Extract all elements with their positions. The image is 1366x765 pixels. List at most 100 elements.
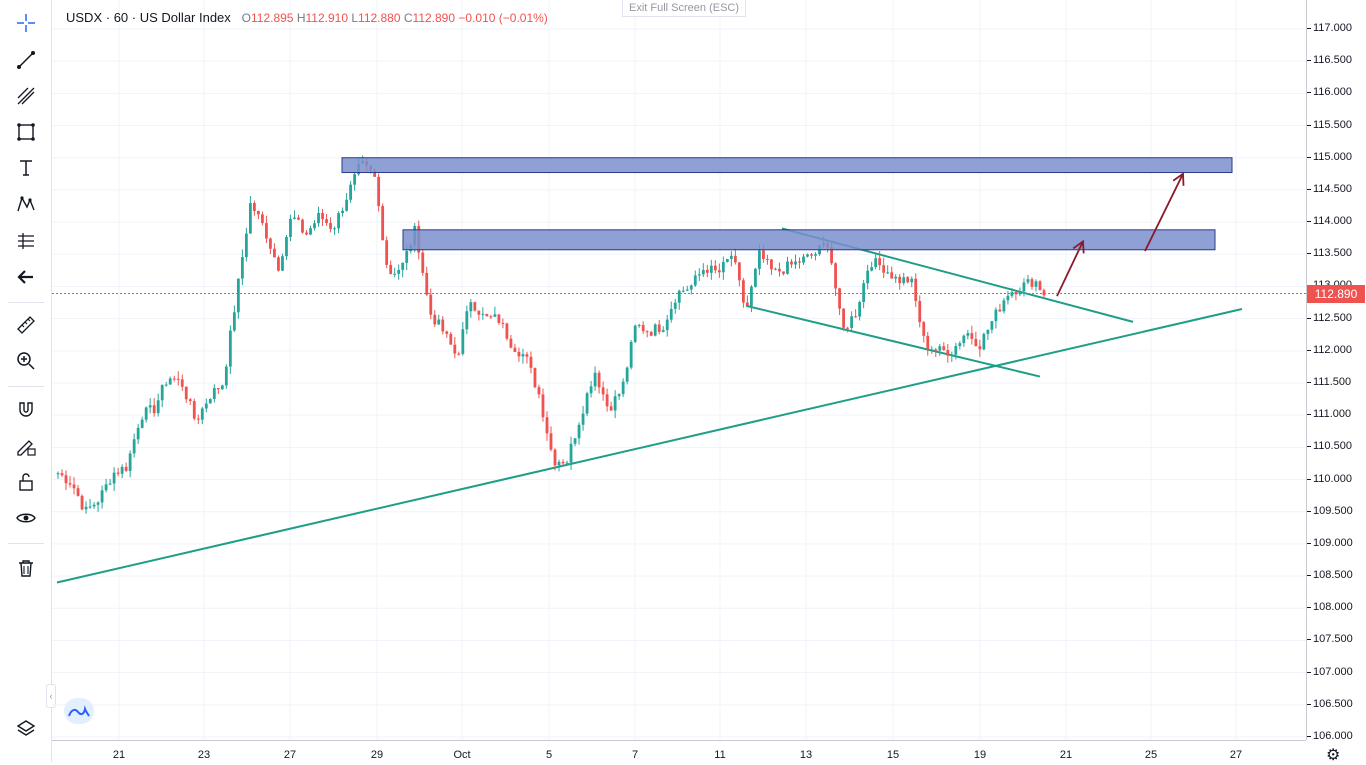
- candle-body: [974, 338, 978, 347]
- candle-body: [906, 277, 910, 283]
- time-axis[interactable]: 21 23 27 29 Oct 5 7 11 13 15 19 21 25 27: [52, 740, 1306, 762]
- candle-body: [156, 400, 160, 414]
- price-tick-label: 106.500: [1307, 698, 1366, 710]
- candle-body: [533, 367, 537, 388]
- candle-body: [806, 254, 809, 257]
- eye-icon[interactable]: [11, 503, 41, 533]
- candle-body: [325, 219, 328, 224]
- candle-body: [653, 324, 657, 336]
- drawing-toolbar: [0, 0, 52, 762]
- price-chart[interactable]: [52, 0, 1306, 740]
- candle-body: [252, 203, 256, 212]
- candle-body: [982, 333, 986, 350]
- candle-body: [509, 338, 513, 348]
- candle-body: [954, 346, 958, 355]
- candle-body: [621, 381, 625, 395]
- candle-body: [433, 314, 437, 325]
- text-icon[interactable]: [11, 153, 41, 183]
- candle-body: [329, 223, 332, 229]
- candle-body: [593, 372, 597, 387]
- candle-body: [745, 302, 749, 306]
- candle-body: [950, 354, 954, 356]
- candle-body: [673, 302, 677, 309]
- candle-body: [200, 408, 204, 420]
- candle-body: [493, 314, 497, 317]
- candle-body: [786, 261, 789, 274]
- candle-body: [986, 329, 990, 334]
- trend-line-icon[interactable]: [11, 45, 41, 75]
- candle-body: [120, 466, 124, 474]
- rectangle-icon[interactable]: [11, 117, 41, 147]
- candle-body: [541, 394, 545, 418]
- candles: [56, 155, 1046, 514]
- candle-body: [421, 252, 425, 273]
- time-tick-label: 21: [1059, 749, 1073, 761]
- candle-body: [553, 449, 557, 466]
- ruler-icon[interactable]: [11, 310, 41, 340]
- exit-fullscreen-button[interactable]: Exit Full Screen (ESC): [622, 0, 747, 17]
- symbol-name[interactable]: USDX: [66, 10, 103, 25]
- candle-body: [681, 290, 685, 292]
- candle-body: [782, 271, 785, 274]
- price-axis[interactable]: 117.000 116.500 116.000 115.500 115.000 114.5…: [1306, 0, 1366, 742]
- candle-body: [188, 399, 192, 402]
- pattern-icon[interactable]: [11, 189, 41, 219]
- candle-body: [866, 270, 870, 284]
- candle-body: [537, 387, 541, 395]
- candle-body: [68, 483, 72, 485]
- interval-label[interactable]: 60: [113, 10, 129, 25]
- candle-body: [705, 269, 709, 273]
- candle-body: [657, 324, 661, 332]
- candle-body: [108, 483, 112, 485]
- candle-body: [737, 262, 741, 281]
- price-tick-label: 116.000: [1307, 86, 1366, 98]
- candle-body: [289, 218, 292, 237]
- candle-body: [565, 462, 569, 464]
- lock-icon[interactable]: [11, 467, 41, 497]
- candle-body: [994, 309, 998, 322]
- trendline-channel-bottom: [745, 304, 1041, 378]
- candle-body: [846, 327, 850, 329]
- fib-icon[interactable]: [11, 81, 41, 111]
- layers-icon[interactable]: [11, 714, 41, 744]
- candle-body: [758, 250, 761, 269]
- crosshair-icon[interactable]: [11, 8, 41, 38]
- candle-body: [517, 351, 521, 357]
- candle-body: [561, 461, 565, 464]
- candle-body: [128, 453, 132, 471]
- candle-body: [770, 259, 773, 270]
- candle-body: [633, 325, 637, 342]
- forecast-arrow-head: [1172, 172, 1185, 186]
- candle-body: [64, 475, 68, 484]
- price-tick-label: 106.000: [1307, 730, 1366, 742]
- candle-body: [878, 258, 882, 266]
- candle-body: [1014, 292, 1018, 295]
- candle-body: [874, 258, 878, 268]
- candle-body: [441, 319, 445, 332]
- candle-body: [609, 406, 613, 411]
- candle-body: [577, 424, 581, 439]
- candle-body: [1006, 295, 1010, 301]
- pencil-lock-icon[interactable]: [11, 431, 41, 461]
- toolbar-collapse-handle[interactable]: ‹: [46, 684, 56, 708]
- candle-body: [601, 387, 605, 395]
- prediction-icon[interactable]: [11, 226, 41, 256]
- candle-body: [96, 502, 100, 505]
- back-arrow-icon[interactable]: [11, 262, 41, 292]
- candle-body: [1022, 282, 1026, 292]
- gear-icon[interactable]: ⚙: [1326, 747, 1341, 764]
- price-tick-label: 111.500: [1307, 376, 1366, 388]
- candle-body: [184, 386, 188, 400]
- price-tick-label: 113.500: [1307, 247, 1366, 259]
- candle-body: [521, 354, 525, 357]
- zoom-in-icon[interactable]: [11, 346, 41, 376]
- candle-body: [301, 219, 304, 233]
- trash-icon[interactable]: [11, 553, 41, 583]
- magnet-icon[interactable]: [11, 395, 41, 425]
- candle-body: [112, 472, 116, 484]
- time-tick-label: Oct: [453, 749, 471, 761]
- time-tick-label: 29: [370, 749, 384, 761]
- tradingview-logo-icon: [64, 698, 94, 724]
- candle-body: [72, 484, 76, 489]
- candle-body: [437, 319, 441, 325]
